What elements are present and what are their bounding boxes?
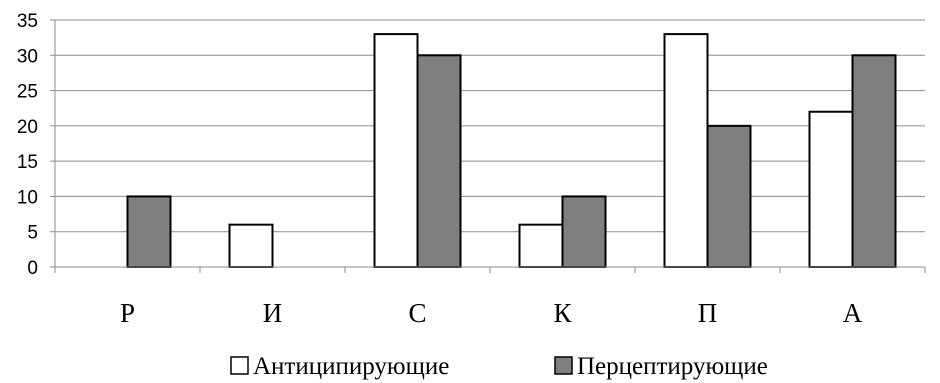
bar-anticipating [373,33,419,268]
bar-anticipating [808,110,854,268]
bar-perceiving [851,54,897,268]
legend-label-perceiving: Перцептирующие [577,353,768,380]
bar-anticipating [228,223,274,269]
legend-label-anticipating: Антиципирующие [253,353,449,380]
y-tick-label: 30 [17,46,38,67]
legend-swatch-anticipating [230,356,249,375]
y-tick-label: 0 [27,258,38,279]
legend-swatch-perceiving [554,356,573,375]
y-tick-label: 15 [17,152,38,173]
category-label: А [843,298,863,328]
bar-anticipating [518,223,564,269]
bar-anticipating [663,33,709,268]
bar-perceiving [126,195,172,268]
y-tick-label: 35 [17,11,38,32]
y-tick-labels: 0 5 10 15 20 25 30 35 [17,11,38,279]
category-label: И [263,298,283,328]
y-tick-label: 5 [27,223,38,244]
category-label: К [553,298,572,328]
legend: Антиципирующие Перцептирующие [230,353,768,380]
category-label: П [698,298,718,328]
y-tick-label: 25 [17,82,38,103]
category-label: Р [120,298,135,328]
category-label: С [408,298,426,328]
axes [50,19,926,273]
bar-perceiving [706,124,752,268]
bar-perceiving [561,195,607,268]
y-tick-label: 20 [17,117,38,138]
bar-perceiving [416,54,462,268]
y-tick-label: 10 [17,187,38,208]
gridlines [55,19,925,233]
bars [126,33,897,269]
